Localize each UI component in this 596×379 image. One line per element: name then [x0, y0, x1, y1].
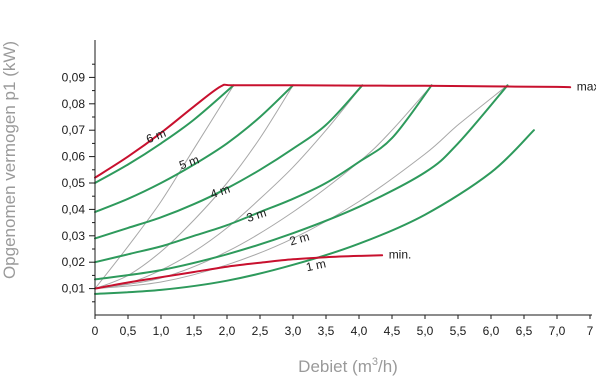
x-tick-label-9: 4,5 — [384, 324, 401, 338]
y-axis-title: Opgenomen vermogen p1 (kW) — [0, 41, 19, 279]
annotation-4-m: 4 m — [208, 182, 231, 202]
x-tick-label-4: 2,0 — [219, 324, 236, 338]
y-tick-label-8: 0,08 — [62, 97, 86, 111]
curve-3-m — [94, 84, 433, 264]
x-tick-label-2: 1,0 — [153, 324, 170, 338]
y-tick-label-1: 0,01 — [62, 282, 86, 296]
curve-4-m — [94, 84, 364, 240]
curve-2-m — [94, 84, 509, 281]
annotation-5-m: 5 m — [177, 152, 201, 172]
y-tick-label-9: 0,09 — [62, 70, 86, 84]
y-tick-label-7: 0,07 — [62, 123, 86, 137]
curve-1-m — [94, 129, 535, 295]
x-tick-label-7: 3,5 — [318, 324, 335, 338]
annotation-3-m: 3 m — [245, 205, 268, 224]
x-tick-label-12: 6,0 — [483, 324, 500, 338]
system-curve-12 — [94, 84, 508, 290]
x-tick-label-5: 2,5 — [252, 324, 269, 338]
system-curve-9 — [94, 84, 294, 290]
x-tick-label-14: 7,0 — [549, 324, 566, 338]
annotation-max: max — [577, 80, 596, 94]
curve-6-m — [94, 84, 235, 184]
x-axis-title-tail: /h) — [378, 357, 398, 376]
y-tick-label-5: 0,05 — [62, 176, 86, 190]
y-tick-label-4: 0,04 — [62, 202, 86, 216]
annotation-1-m: 1 m — [305, 256, 327, 274]
x-tick-label-6: 3,0 — [285, 324, 302, 338]
annotations-layer: max min. 6 m 5 m 4 m 3 m 2 m 1 m — [144, 80, 596, 275]
system-curve-8 — [94, 84, 235, 290]
annotation-min: min. — [389, 248, 412, 262]
x-tick-label-15: 7 — [587, 324, 594, 338]
ticks-layer: 0,01 0,02 0,03 0,04 0,05 0,06 0,07 0,08 0,09 0 0,5… — [62, 63, 594, 338]
annotation-6-m: 6 m — [144, 126, 168, 146]
x-axis-title: Debiet (m3/h) — [298, 356, 398, 376]
x-tick-label-3: 1,5 — [186, 324, 203, 338]
annotation-2-m: 2 m — [288, 229, 311, 248]
x-tick-label-13: 6,5 — [516, 324, 533, 338]
x-tick-label-1: 0,5 — [120, 324, 137, 338]
curve-max — [94, 83, 572, 179]
x-tick-label-0: 0 — [92, 324, 99, 338]
curves-layer — [94, 83, 572, 295]
x-tick-label-10: 5,0 — [417, 324, 434, 338]
x-tick-label-8: 4,0 — [351, 324, 368, 338]
x-axis-title-superscript: 3 — [372, 356, 378, 368]
axes-layer — [94, 40, 592, 316]
x-tick-label-11: 5,5 — [450, 324, 467, 338]
y-tick-label-3: 0,03 — [62, 229, 86, 243]
y-tick-label-2: 0,02 — [62, 255, 86, 269]
x-axis-title-main: Debiet (m — [298, 357, 372, 376]
curve-min — [94, 254, 384, 290]
curve-5-m — [94, 84, 294, 213]
y-tick-label-6: 0,06 — [62, 150, 86, 164]
